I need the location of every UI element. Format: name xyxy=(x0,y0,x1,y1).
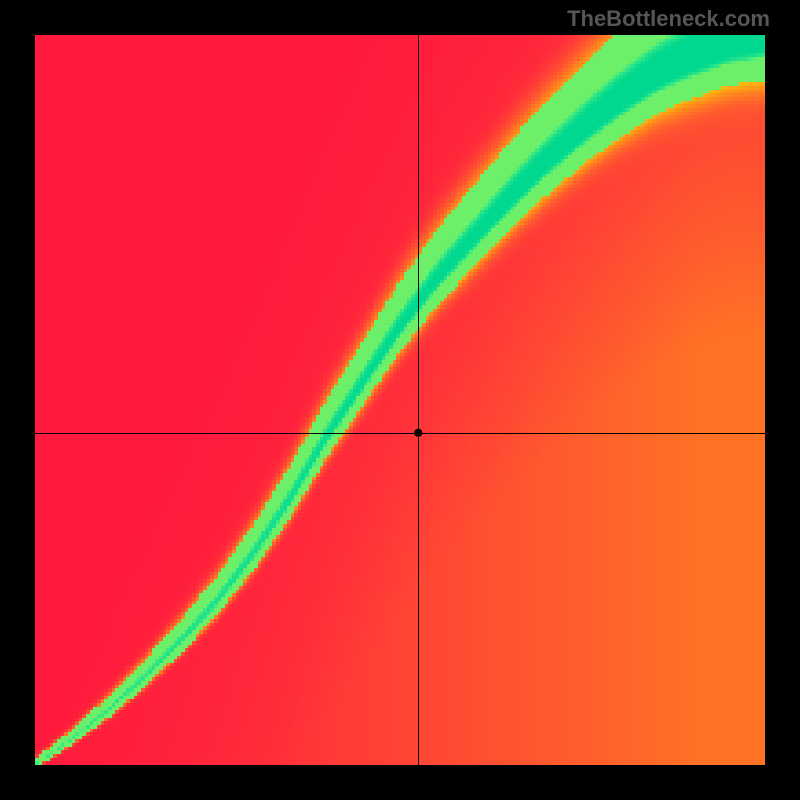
watermark-text: TheBottleneck.com xyxy=(567,6,770,32)
bottleneck-heatmap-canvas xyxy=(0,0,800,800)
chart-stage: TheBottleneck.com xyxy=(0,0,800,800)
